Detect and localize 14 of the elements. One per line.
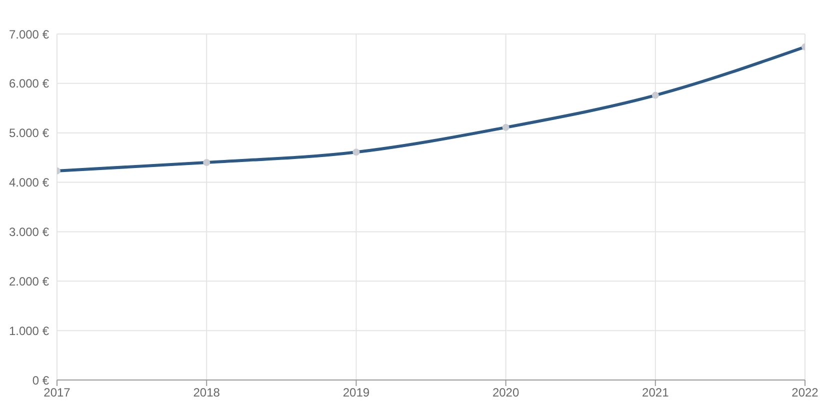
x-tick-label: 2018 [193,386,220,400]
y-tick-label: 4.000 € [8,176,50,190]
y-tick-label: 1.000 € [8,324,50,338]
y-tick-label: 0 € [32,373,50,388]
x-tick-label: 2022 [792,386,819,400]
y-tick-label: 2.000 € [8,274,50,288]
x-tick-label: 2021 [642,386,670,400]
y-tick-label: 6.000 € [8,76,50,91]
x-tick-label: 2017 [44,386,71,400]
x-tick-label: 2020 [492,386,520,400]
y-tick-label: 5.000 € [8,126,50,140]
y-tick-label: 3.000 € [8,224,50,239]
x-tick-label: 2019 [342,386,370,400]
y-tick-label: 7.000 € [8,27,50,42]
